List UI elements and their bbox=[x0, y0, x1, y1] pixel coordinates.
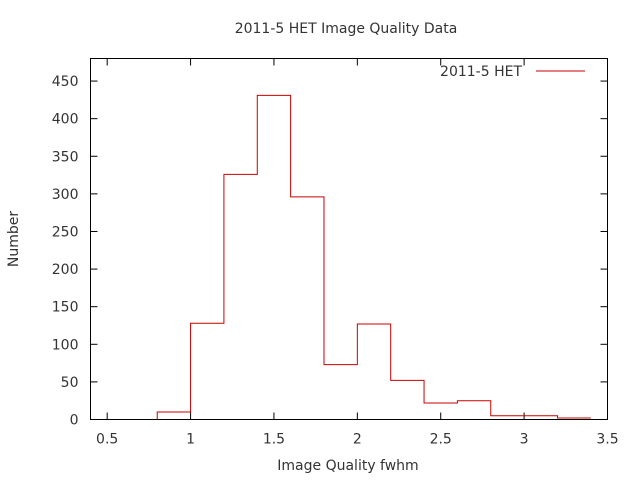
x-tick-label: 0.5 bbox=[96, 432, 118, 448]
x-axis-label: Image Quality fwhm bbox=[277, 458, 418, 474]
x-axis-ticks: 0.5 1 1.5 2 2.5 3 3.5 bbox=[96, 58, 619, 448]
histogram-bar bbox=[224, 174, 257, 419]
histogram-bars bbox=[157, 95, 591, 419]
x-tick-label: 2 bbox=[353, 432, 362, 448]
y-axis-ticks: 0 50 100 150 200 250 300 350 400 450 bbox=[52, 74, 608, 429]
y-tick-label: 100 bbox=[52, 337, 79, 353]
y-tick-label: 0 bbox=[70, 413, 79, 429]
histogram-outline bbox=[156, 94, 591, 420]
y-tick-label: 150 bbox=[52, 300, 79, 316]
plot-frame bbox=[90, 58, 608, 420]
histogram-bar bbox=[391, 380, 424, 419]
y-tick-label: 250 bbox=[52, 224, 79, 240]
histogram-bar bbox=[324, 365, 357, 420]
y-tick-label: 400 bbox=[52, 112, 79, 128]
y-axis-label: Number bbox=[6, 211, 22, 267]
y-tick-label: 350 bbox=[52, 149, 79, 165]
y-tick-label: 300 bbox=[52, 187, 79, 203]
x-tick-label: 3.5 bbox=[596, 432, 618, 448]
histogram-bar bbox=[257, 95, 290, 419]
y-tick-label: 50 bbox=[61, 375, 79, 391]
y-tick-label: 200 bbox=[52, 262, 79, 278]
chart-title: 2011-5 HET Image Quality Data bbox=[235, 21, 458, 37]
histogram-bar bbox=[357, 324, 390, 420]
x-tick-label: 1.5 bbox=[263, 432, 285, 448]
histogram-bar bbox=[157, 412, 190, 420]
histogram-bar bbox=[457, 401, 490, 420]
histogram-bar bbox=[491, 416, 524, 420]
y-tick-label: 450 bbox=[52, 74, 79, 90]
histogram-bar bbox=[524, 416, 557, 420]
histogram-bar bbox=[191, 323, 224, 419]
x-tick-label: 2.5 bbox=[430, 432, 452, 448]
histogram-bar bbox=[291, 197, 324, 420]
x-tick-label: 3 bbox=[520, 432, 529, 448]
legend-label: 2011-5 HET bbox=[440, 64, 522, 80]
x-tick-label: 1 bbox=[186, 432, 195, 448]
